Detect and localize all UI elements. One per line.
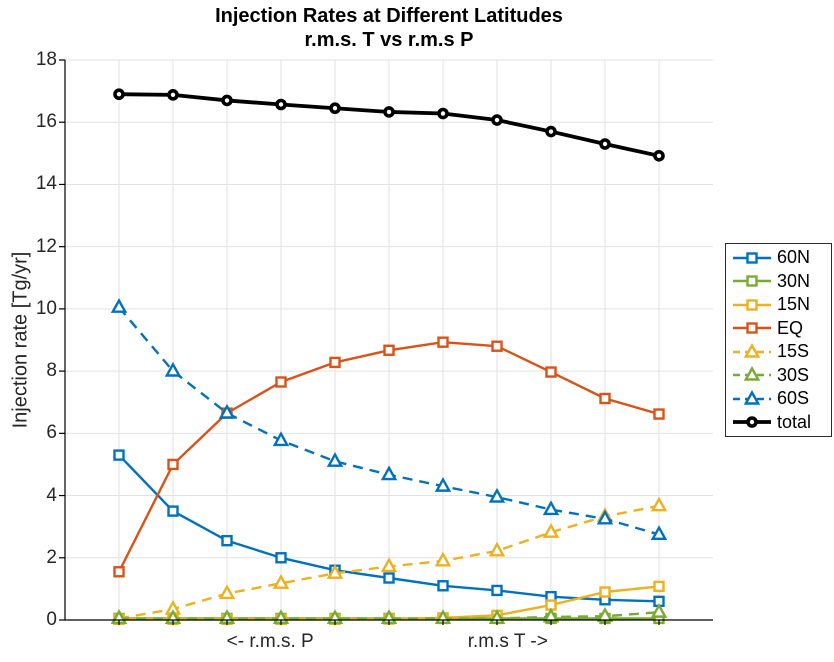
legend-label: 15N <box>777 294 811 315</box>
legend-item-15S: 15S <box>726 341 831 363</box>
legend-label: total <box>777 411 812 432</box>
legend-item-60S: 60S <box>726 388 831 410</box>
y-tick-label: 12 <box>35 235 57 257</box>
y-tick-label: 16 <box>35 111 57 133</box>
legend-sample-triangle-icon <box>733 342 771 358</box>
legend-sample-square-icon <box>733 322 771 334</box>
legend-label: 60S <box>777 388 810 409</box>
series-total <box>113 88 665 162</box>
legend-item-15N: 15N <box>726 294 831 316</box>
y-tick-label: 4 <box>46 484 57 506</box>
y-tick-label: 2 <box>46 546 57 568</box>
x-tick-label: r.m.s T -> <box>467 631 548 652</box>
legend-sample-square-icon <box>733 252 771 264</box>
legend-item-30N: 30N <box>726 270 831 292</box>
legend-item-total: total <box>726 411 831 433</box>
x-tick-label: <- r.m.s. P <box>226 631 314 652</box>
y-tick-label: 14 <box>35 173 57 195</box>
legend: 60N 30N 15N EQ 15S 30S 60S total <box>725 243 832 437</box>
chart-subtitle: r.m.s. T vs r.m.s P <box>304 29 474 51</box>
legend-label: 30N <box>777 270 811 291</box>
chart-title: Injection Rates at Different Latitudes <box>215 5 563 27</box>
series-60S <box>110 298 668 541</box>
y-tick-label: 18 <box>35 49 57 70</box>
y-tick-label: 8 <box>46 360 57 382</box>
legend-sample-square-icon <box>733 299 771 311</box>
legend-item-60N: 60N <box>726 247 831 269</box>
legend-item-30S: 30S <box>726 364 831 386</box>
legend-label: 60N <box>777 247 811 268</box>
legend-sample-circle-icon <box>733 416 771 429</box>
legend-label: EQ <box>777 317 804 338</box>
y-tick-label: 6 <box>46 422 57 444</box>
legend-sample-triangle-icon <box>733 389 771 405</box>
legend-label: 30S <box>777 364 810 385</box>
legend-item-EQ: EQ <box>726 317 831 339</box>
y-tick-label: 10 <box>35 297 57 319</box>
legend-sample-triangle-icon <box>733 366 771 381</box>
y-tick-label: 0 <box>46 609 57 630</box>
legend-label: 15S <box>777 341 810 362</box>
legend-sample-square-icon <box>733 275 771 287</box>
